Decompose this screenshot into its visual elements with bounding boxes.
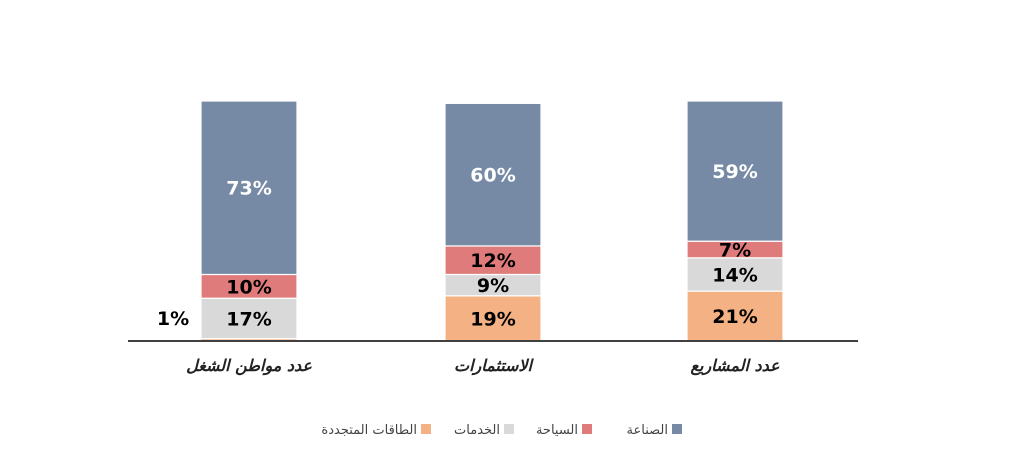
legend-label: الطاقات المتجددة — [321, 423, 417, 438]
legend-label: الصناعة — [627, 423, 668, 438]
bar-segment — [686, 257, 784, 292]
legend: الصناعة السياحة الخدمات الطاقات المتجددة — [321, 423, 682, 438]
legend-label: الخدمات — [454, 423, 500, 438]
bar-segment — [686, 290, 784, 342]
bars-layer — [200, 100, 784, 342]
data-label: 59% — [712, 161, 757, 183]
bar-segment — [686, 100, 784, 242]
data-label: 60% — [470, 165, 515, 187]
legend-label: السياحة — [536, 423, 578, 438]
bar-segment — [200, 297, 298, 340]
data-label: 17% — [226, 308, 271, 330]
legend-swatch — [504, 424, 514, 434]
data-label: 14% — [712, 264, 757, 286]
category-label: الاستثمارات — [454, 356, 535, 376]
category-label: عدد المشاريع — [690, 356, 780, 376]
data-label: 73% — [226, 178, 271, 200]
legend-swatch — [582, 424, 592, 434]
data-label: 12% — [470, 250, 515, 272]
category-label: عدد مواطن الشغل — [186, 356, 312, 376]
bar-segment — [444, 102, 542, 247]
data-label: 1% — [157, 308, 189, 330]
data-label: 19% — [470, 308, 515, 330]
legend-swatch — [672, 424, 682, 434]
bar-segment — [200, 100, 298, 276]
data-labels-layer: 21% 14%7% 59% 19% 9% 12% 60% 1% 17% 10% 73% — [157, 161, 758, 330]
category-labels-layer: عدد المشاريع الاستثمارات عدد مواطن الشغل — [186, 356, 780, 376]
data-label: 21% — [712, 306, 757, 328]
bar-segment — [444, 245, 542, 276]
data-label: 7% — [719, 240, 751, 262]
data-label: 10% — [226, 276, 271, 298]
legend-swatch — [421, 424, 431, 434]
data-label: 9% — [477, 275, 509, 297]
